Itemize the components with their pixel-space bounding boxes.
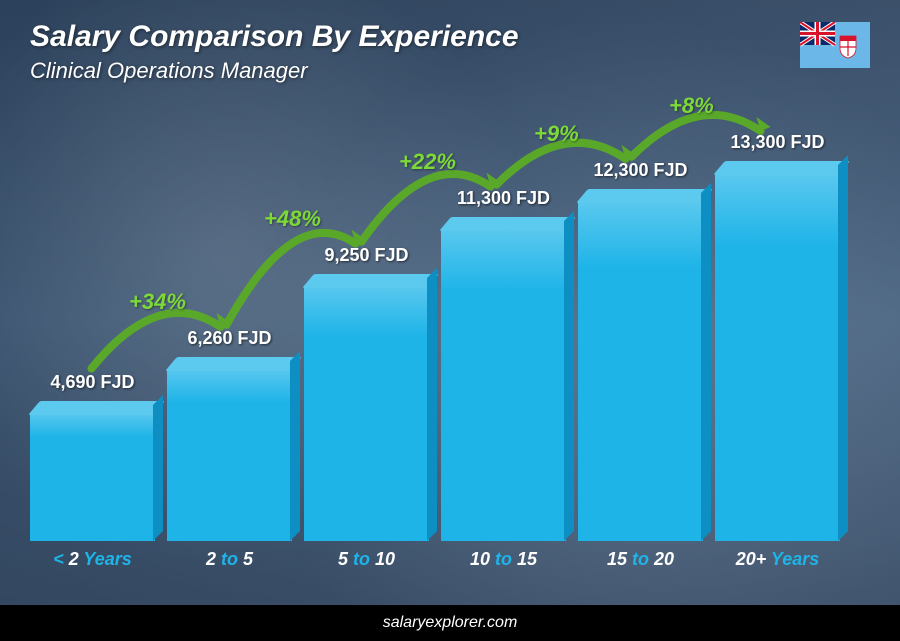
x-label: 15 to 20 bbox=[607, 549, 674, 570]
pct-label: +9% bbox=[534, 121, 579, 147]
chart-subtitle: Clinical Operations Manager bbox=[30, 58, 870, 84]
footer: salaryexplorer.com bbox=[0, 605, 900, 641]
x-label: 5 to 10 bbox=[338, 549, 395, 570]
x-label: 20+ Years bbox=[736, 549, 820, 570]
footer-text: salaryexplorer.com bbox=[383, 614, 518, 632]
x-label: < 2 Years bbox=[53, 549, 132, 570]
pct-label: +22% bbox=[399, 149, 456, 175]
x-label: 10 to 15 bbox=[470, 549, 537, 570]
chart-header: Salary Comparison By Experience Clinical… bbox=[30, 20, 870, 84]
chart-area: 4,690 FJD< 2 Years6,260 FJD2 to 59,250 F… bbox=[30, 121, 840, 571]
fiji-flag-icon bbox=[800, 22, 870, 68]
pct-label: +48% bbox=[264, 206, 321, 232]
x-label: 2 to 5 bbox=[206, 549, 253, 570]
chart-title: Salary Comparison By Experience bbox=[30, 20, 870, 54]
pct-arc bbox=[30, 121, 840, 541]
pct-label: +34% bbox=[129, 289, 186, 315]
pct-label: +8% bbox=[669, 93, 714, 119]
